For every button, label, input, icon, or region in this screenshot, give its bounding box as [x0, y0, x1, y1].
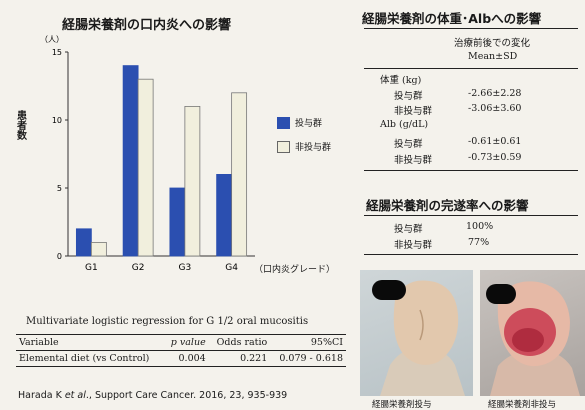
bar-treated-g4 [216, 173, 233, 257]
bar-chart: （人） 0 5 10 15 G1 G2 G3 G4 [40, 35, 255, 273]
alb-label: Alb (g/dL) [380, 119, 429, 130]
regression-header-odds: Odds ratio [208, 334, 271, 351]
weight-control-value: -3.06±3.60 [468, 103, 522, 114]
weight-treated-label: 投与群 [394, 91, 423, 102]
bar-control-g3 [184, 106, 201, 257]
regression-table: Variable p value Odds ratio 95%CI Elemen… [16, 334, 346, 367]
regression-header-row: Variable p value Odds ratio 95%CI [16, 334, 346, 351]
weight-treated-value: -2.66±2.28 [468, 88, 522, 99]
bar-control-g2 [137, 78, 154, 257]
citation-authors: Harada K [18, 390, 65, 401]
citation: Harada K et al., Support Care Cancer. 20… [18, 390, 287, 401]
y-axis: 0 5 10 15 [52, 48, 69, 261]
weight-alb-header-1: 治療前後での変化 [454, 38, 531, 49]
completion-bottom-rule [364, 254, 578, 255]
photo-treated-image [372, 280, 465, 396]
weight-alb-title: 経腸栄養剤の体重･Albへの影響 [362, 11, 542, 26]
weight-alb-header-rule [364, 68, 578, 69]
photo-control [480, 270, 585, 396]
weight-alb-bottom-rule [364, 170, 578, 171]
alb-control-value: -0.73±0.59 [468, 152, 522, 163]
regression-cell-odds: 0.221 [208, 350, 271, 367]
regression-header-pvalue: p value [164, 334, 209, 351]
alb-treated-value: -0.61±0.61 [468, 136, 522, 147]
bar-treated-g3 [169, 187, 186, 257]
completion-treated-value: 100% [466, 221, 494, 232]
bar-treated-g2 [122, 65, 139, 257]
citation-etal: et al [64, 390, 86, 401]
weight-alb-header-2: Mean±SD [468, 51, 518, 62]
y-axis-label: 患者数 [13, 110, 27, 140]
weight-control-label: 非投与群 [394, 106, 433, 117]
alb-treated-label: 投与群 [394, 139, 423, 150]
y-axis-label-text: 患者数 [14, 110, 26, 140]
y-tick-label: 0 [57, 252, 62, 261]
x-axis-label: （口内炎グレード） [254, 265, 336, 275]
completion-control-value: 77% [468, 237, 490, 248]
completion-treated-label: 投与群 [394, 224, 423, 235]
x-tick-label: G4 [225, 263, 238, 273]
regression-cell-variable: Elemental diet (vs Control) [16, 350, 165, 367]
y-tick-label: 15 [52, 48, 62, 57]
completion-title: 経腸栄養剤の完遂率への影響 [366, 198, 529, 213]
regression-data-row: Elemental diet (vs Control) 0.004 0.221 … [16, 350, 346, 367]
legend-label-control: 非投与群 [295, 143, 332, 153]
regression-header-ci: 95%CI [270, 334, 346, 351]
legend-item-control: 非投与群 [277, 140, 331, 153]
completion-control-label: 非投与群 [394, 240, 433, 251]
photo-treated-caption: 経腸栄養剤投与 [372, 400, 432, 410]
regression-cell-pvalue: 0.004 [164, 350, 209, 367]
regression-header-pvalue-text: p value [170, 337, 206, 348]
chart-title: 経腸栄養剤の口内炎への影響 [62, 18, 232, 33]
regression-cell-ci: 0.079 - 0.618 [270, 350, 346, 367]
y-tick-label: 10 [52, 116, 62, 125]
legend-item-treated: 投与群 [277, 116, 322, 129]
y-unit-label: （人） [40, 35, 64, 44]
bar-treated-g1 [75, 228, 92, 257]
citation-rest: ., Support Care Cancer. 2016, 23, 935-93… [85, 390, 288, 401]
x-tick-label: G3 [179, 263, 192, 273]
legend-label-treated: 投与群 [295, 119, 323, 129]
x-axis: G1 G2 G3 G4 [68, 255, 255, 273]
weight-alb-top-rule [364, 28, 578, 29]
y-tick-label: 5 [57, 184, 62, 193]
legend-swatch-control [277, 140, 290, 153]
x-tick-label: G2 [132, 263, 145, 273]
bar-control-g4 [231, 92, 248, 257]
legend-swatch-treated [277, 116, 290, 129]
x-tick-label: G1 [85, 263, 98, 273]
photo-control-caption: 経腸栄養剤非投与 [488, 400, 557, 410]
completion-top-rule [364, 215, 578, 216]
bar-control-g1 [90, 241, 107, 257]
regression-title: Multivariate logistic regression for G 1… [26, 316, 309, 327]
photo-treated [360, 270, 473, 396]
bars [75, 65, 248, 257]
regression-header-variable: Variable [16, 334, 165, 351]
weight-label: 体重 (kg) [380, 75, 422, 86]
photo-control-image [486, 281, 580, 396]
alb-control-label: 非投与群 [394, 155, 433, 166]
